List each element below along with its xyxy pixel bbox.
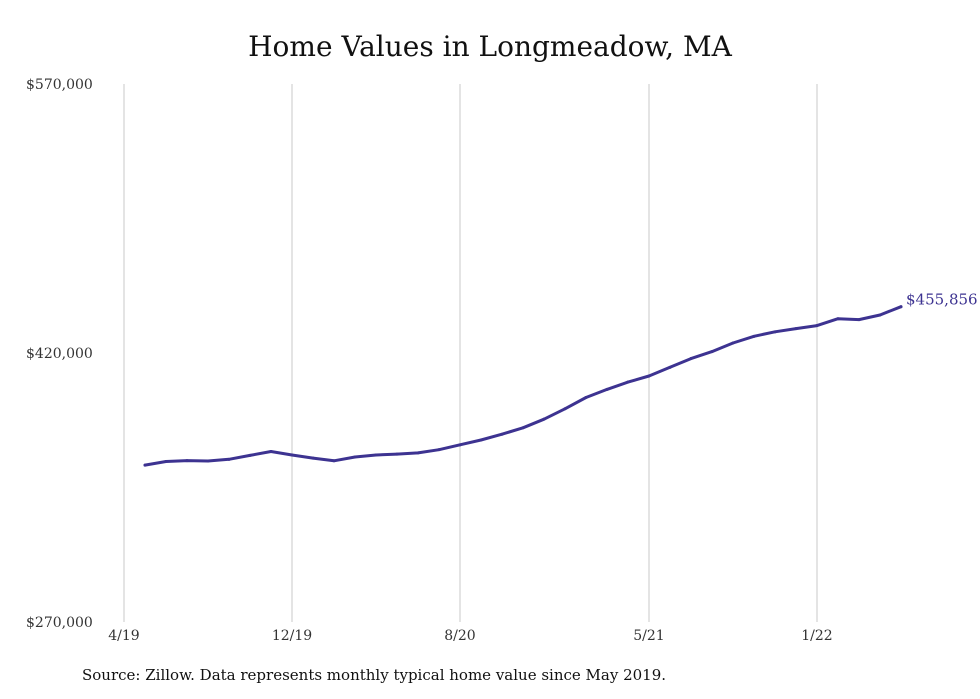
data-point bbox=[248, 453, 252, 457]
data-point bbox=[311, 456, 315, 460]
data-point bbox=[416, 451, 420, 455]
data-point bbox=[710, 350, 714, 354]
data-point bbox=[794, 327, 798, 331]
data-point bbox=[164, 459, 168, 463]
y-tick-label: $420,000 bbox=[26, 346, 93, 362]
data-point bbox=[521, 426, 525, 430]
data-point bbox=[689, 357, 693, 361]
data-point bbox=[185, 459, 189, 463]
data-point bbox=[206, 459, 210, 463]
data-point bbox=[605, 387, 609, 391]
data-point bbox=[332, 459, 336, 463]
data-point bbox=[500, 432, 504, 436]
data-point bbox=[479, 438, 483, 442]
data-point bbox=[269, 449, 273, 453]
data-point bbox=[143, 463, 147, 467]
x-tick-label: 1/22 bbox=[801, 628, 832, 644]
data-point bbox=[290, 453, 294, 457]
data-point bbox=[437, 448, 441, 452]
data-point bbox=[626, 380, 630, 384]
data-point bbox=[815, 324, 819, 328]
end-value-label: $455,856 bbox=[906, 291, 978, 309]
data-point bbox=[563, 407, 567, 411]
data-point bbox=[458, 443, 462, 447]
source-note: Source: Zillow. Data represents monthly … bbox=[82, 666, 667, 684]
data-point bbox=[584, 395, 588, 399]
chart-title: Home Values in Longmeadow, MA bbox=[248, 30, 732, 63]
data-point bbox=[752, 334, 756, 338]
y-tick-label: $570,000 bbox=[26, 77, 93, 93]
x-tick-label: 4/19 bbox=[108, 628, 139, 644]
data-point bbox=[731, 341, 735, 345]
data-point bbox=[836, 317, 840, 321]
x-tick-label: 5/21 bbox=[633, 628, 664, 644]
data-point bbox=[227, 457, 231, 461]
series-line-0 bbox=[143, 305, 903, 467]
data-point bbox=[647, 374, 651, 378]
x-tick-label: 8/20 bbox=[444, 628, 475, 644]
data-point bbox=[668, 365, 672, 369]
data-point bbox=[899, 305, 903, 309]
data-point bbox=[374, 453, 378, 457]
data-point bbox=[395, 452, 399, 456]
data-point bbox=[773, 330, 777, 334]
x-tick-label: 12/19 bbox=[272, 628, 312, 644]
data-point bbox=[542, 417, 546, 421]
data-point bbox=[878, 313, 882, 317]
data-point bbox=[353, 455, 357, 459]
data-point bbox=[857, 318, 861, 322]
y-tick-label: $270,000 bbox=[26, 615, 93, 631]
